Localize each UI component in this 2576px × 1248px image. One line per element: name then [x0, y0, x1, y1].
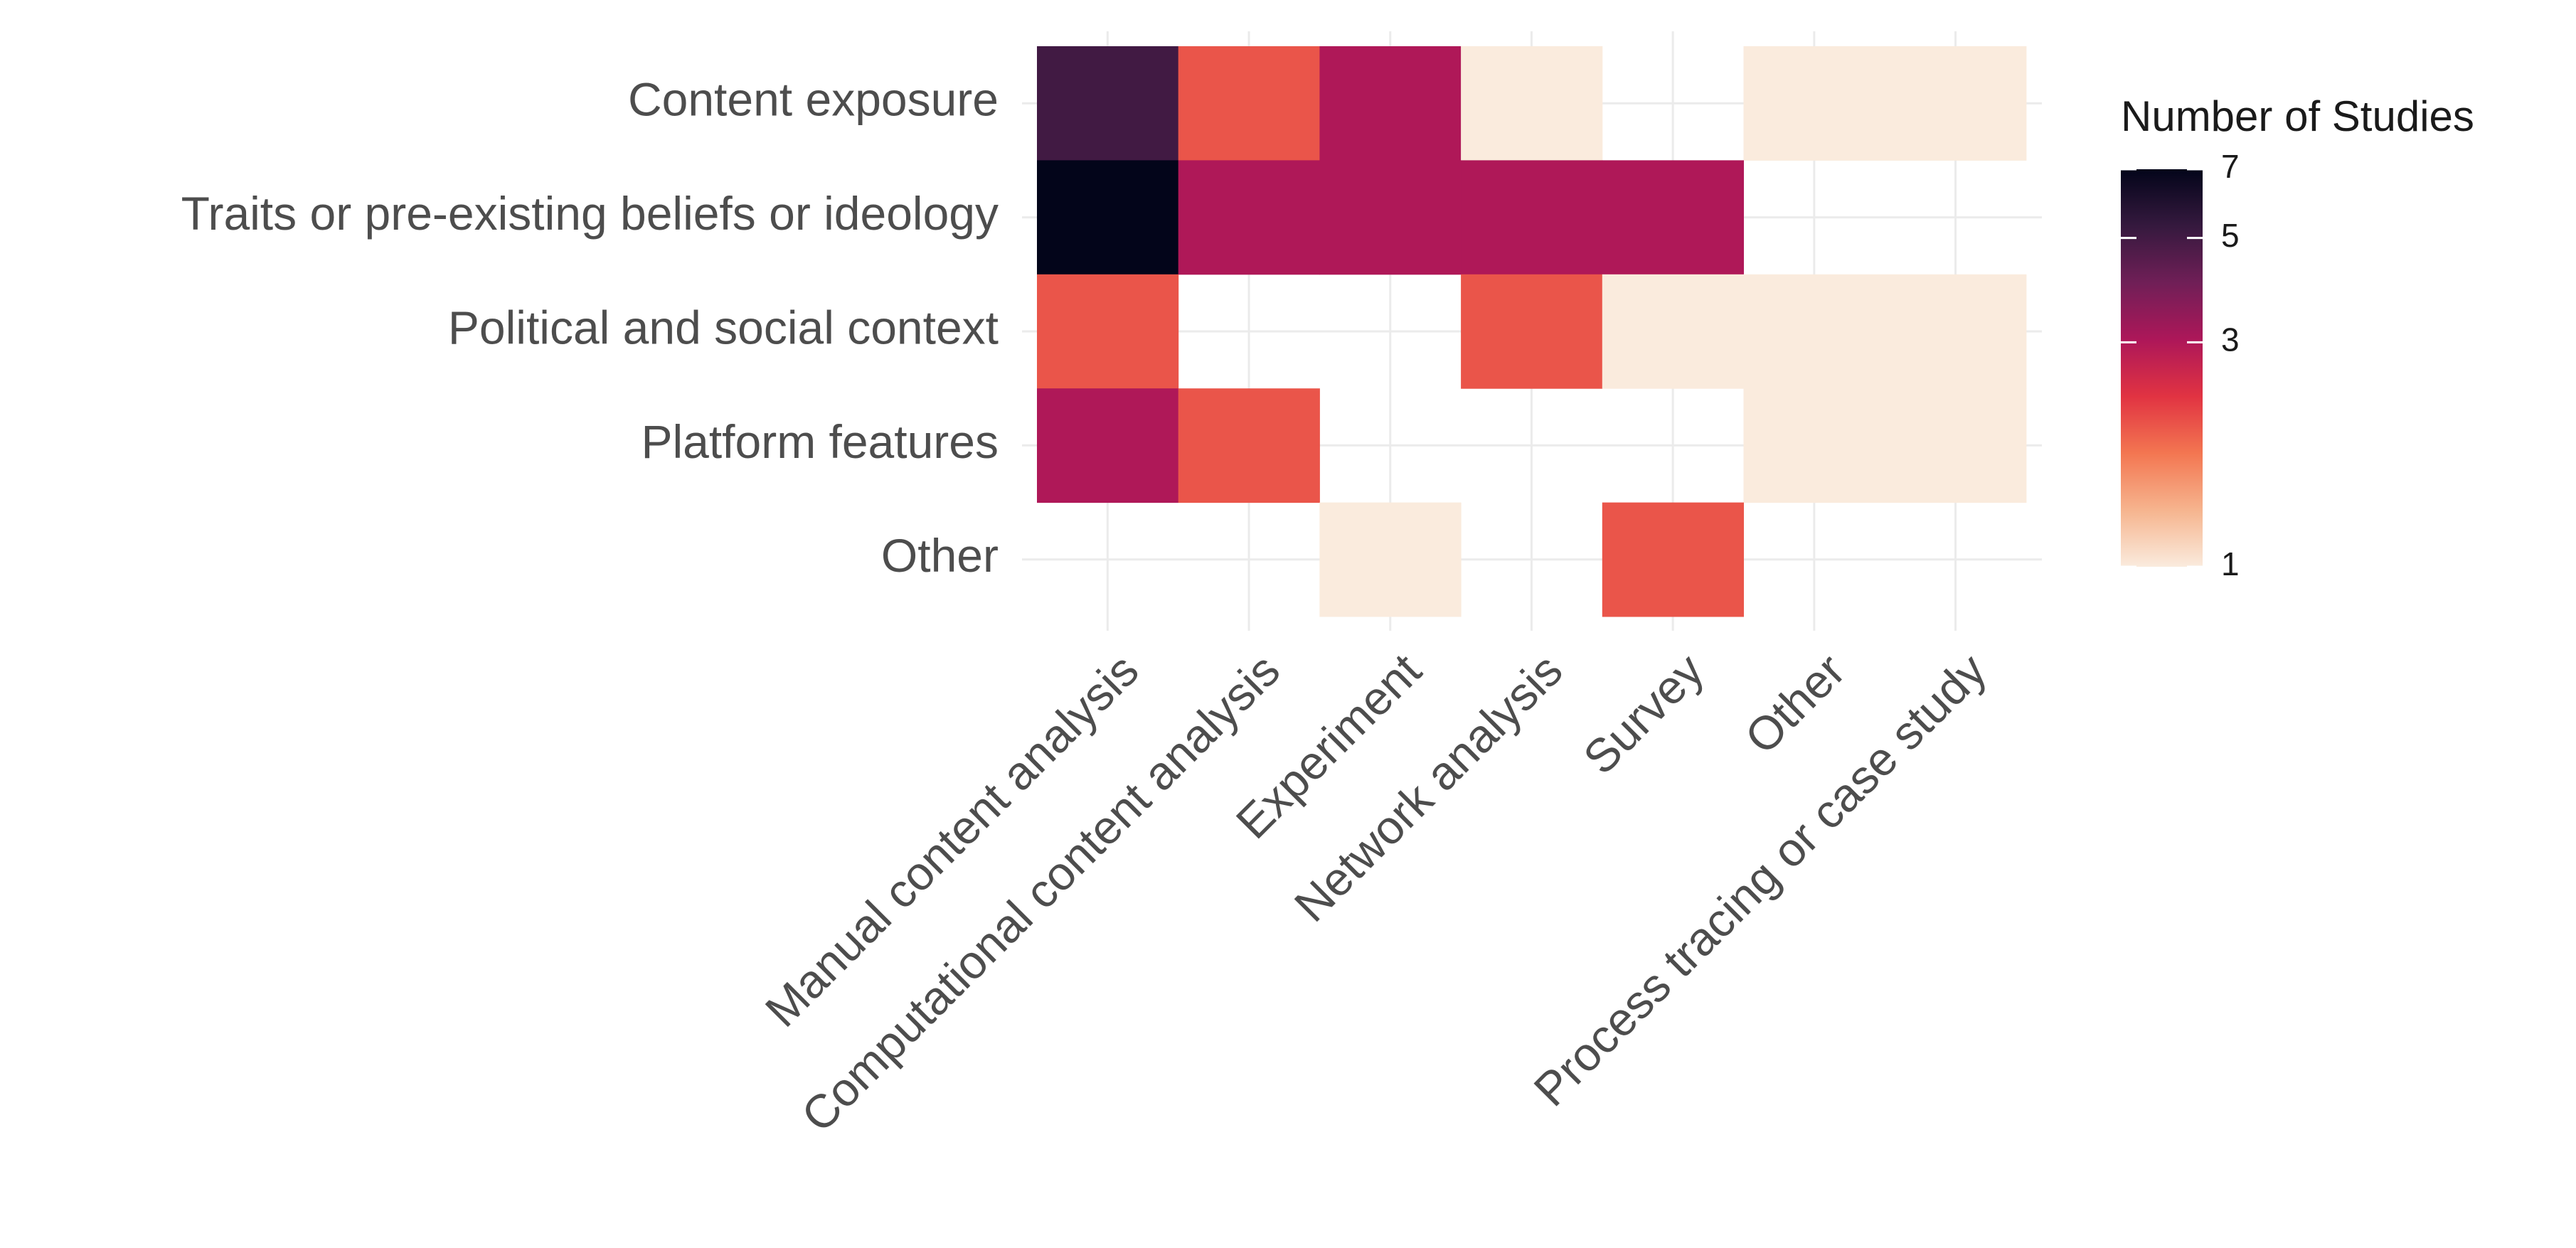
- x-tick-label: Other: [1735, 644, 1855, 764]
- heatmap-cell: [1602, 274, 1744, 389]
- heatmap-cell: [1037, 160, 1179, 275]
- heatmap-cell: [1602, 160, 1744, 275]
- heatmap-cell: [1743, 46, 1885, 161]
- legend-title: Number of Studies: [2121, 92, 2474, 140]
- colorbar-tick-label: 5: [2221, 217, 2240, 254]
- heatmap-cell: [1743, 388, 1885, 503]
- heatmap-cell: [1319, 46, 1462, 161]
- y-tick-label: Platform features: [641, 415, 999, 468]
- y-tick-label: Political and social context: [448, 301, 999, 353]
- colorbar: [2121, 169, 2203, 567]
- heatmap-cell: [1037, 274, 1179, 389]
- heatmap-cell: [1461, 46, 1603, 161]
- colorbar-tick-label: 3: [2221, 321, 2240, 358]
- colorbar-tick-label: 1: [2221, 545, 2240, 582]
- heatmap-cell: [1178, 388, 1320, 503]
- heatmap-cell: [1743, 274, 1885, 389]
- y-tick-label: Content exposure: [628, 73, 999, 126]
- heatmap-cell: [1037, 46, 1179, 161]
- heatmap-cell: [1602, 502, 1744, 617]
- y-tick-label: Other: [881, 529, 999, 582]
- heatmap-cell: [1885, 274, 2027, 389]
- heatmap-cell: [1885, 46, 2027, 161]
- x-tick-label: Network analysis: [1284, 644, 1572, 932]
- heatmap-cell: [1461, 160, 1603, 275]
- x-tick-label: Survey: [1573, 644, 1714, 784]
- heatmap-cell: [1885, 388, 2027, 503]
- heatmap-cell: [1178, 160, 1320, 275]
- heatmap-cell: [1319, 160, 1462, 275]
- heatmap-cell: [1037, 388, 1179, 503]
- heatmap-cell: [1178, 46, 1320, 161]
- y-tick-label: Traits or pre-existing beliefs or ideolo…: [181, 187, 999, 240]
- heatmap-cell: [1461, 274, 1603, 389]
- colorbar-tick-label: 7: [2221, 148, 2240, 185]
- heatmap-cell: [1319, 502, 1462, 617]
